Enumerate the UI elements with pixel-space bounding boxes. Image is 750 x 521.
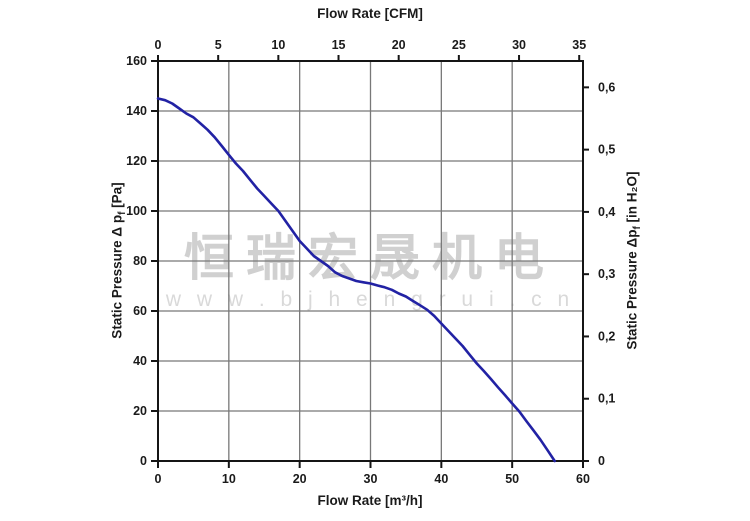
left-axis-title-subscript: f [117,211,129,215]
top-axis-title: Flow Rate [CFM] [317,6,423,21]
left-axis-tick-label: 100 [126,204,147,218]
left-axis-tick-label: 40 [133,354,147,368]
right-axis-tick-label: 0 [598,454,605,468]
bottom-axis-tick-label: 60 [576,472,590,486]
left-axis-tick-label: 140 [126,104,147,118]
right-axis-tick-label: 0,1 [598,392,615,406]
bottom-axis-tick-label: 30 [364,472,378,486]
bottom-axis-tick-label: 10 [222,472,236,486]
top-axis-tick-label: 25 [452,38,466,52]
left-axis-tick-label: 60 [133,304,147,318]
right-axis-title: Static Pressure Δpf [in H₂O] [624,61,644,461]
bottom-axis-tick-label: 50 [505,472,519,486]
top-axis-tick-label: 20 [392,38,406,52]
left-axis-title-unit: [Pa] [109,182,125,212]
left-axis-title-text: Static Pressure Δ p [109,214,125,339]
top-axis-tick-label: 0 [155,38,162,52]
left-axis-tick-label: 160 [126,54,147,68]
left-axis-tick-label: 120 [126,154,147,168]
top-axis-tick-label: 5 [215,38,222,52]
left-axis-tick-label: 20 [133,404,147,418]
bottom-axis-title: Flow Rate [m³/h] [317,493,423,508]
right-axis-tick-label: 0,6 [598,80,615,94]
right-axis-title-unit: [in H₂O] [624,171,640,227]
right-axis-tick-label: 0,3 [598,267,615,281]
bottom-axis-tick-label: 0 [155,472,162,486]
static-pressure-curve [156,97,557,463]
top-axis-tick-label: 15 [332,38,346,52]
right-axis-tick-label: 0,4 [598,205,615,219]
right-axis-title-text: Static Pressure Δp [624,229,640,350]
watermark-chinese-text: 恒瑞宏晟机电 [184,230,556,286]
bottom-axis-tick-label: 40 [434,472,448,486]
left-axis-title: Static Pressure Δ pf [Pa] [109,61,129,461]
right-axis-tick-label: 0,5 [598,143,615,157]
top-axis-tick-label: 30 [512,38,526,52]
bottom-axis-tick-label: 20 [293,472,307,486]
top-axis-tick-label: 35 [572,38,586,52]
watermark-website-text: w w w . b j h e n g r u i . c n [165,288,575,311]
right-axis-title-subscript: f [632,226,644,230]
left-axis-tick-label: 0 [140,454,147,468]
right-axis-tick-label: 0,2 [598,329,615,343]
left-axis-tick-label: 80 [133,254,147,268]
top-axis-tick-label: 10 [271,38,285,52]
